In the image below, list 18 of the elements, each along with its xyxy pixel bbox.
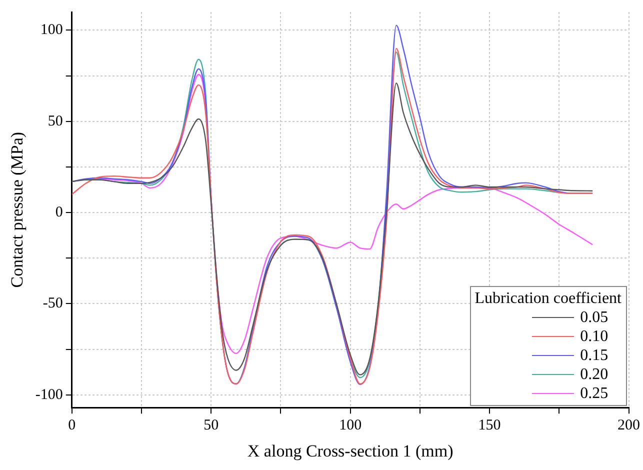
y-tick-label: -50 <box>42 296 63 312</box>
y-tick-label: 50 <box>48 113 63 130</box>
y-tick-label: 0 <box>55 204 63 220</box>
legend-label: 0.15 <box>580 346 608 365</box>
x-tick-label: 150 <box>478 418 501 434</box>
x-tick-label: 100 <box>339 418 362 434</box>
legend-title: Lubrication coefficient <box>474 288 622 308</box>
legend-label: 0.20 <box>580 364 608 384</box>
y-tick-label: -100 <box>35 386 63 403</box>
x-tick-label: 0 <box>68 418 76 434</box>
legend-label: 0.05 <box>580 308 608 327</box>
legend-label: 0.10 <box>580 326 608 346</box>
legend-label: 0.25 <box>580 384 608 403</box>
x-axis-title: X along Cross-section 1 (mm) <box>247 441 454 460</box>
y-axis-title: Contact pressue (MPa) <box>8 132 27 288</box>
x-tick-label: 200 <box>618 418 640 434</box>
y-tick-label: 100 <box>40 22 63 38</box>
x-tick-label: 50 <box>204 418 219 434</box>
